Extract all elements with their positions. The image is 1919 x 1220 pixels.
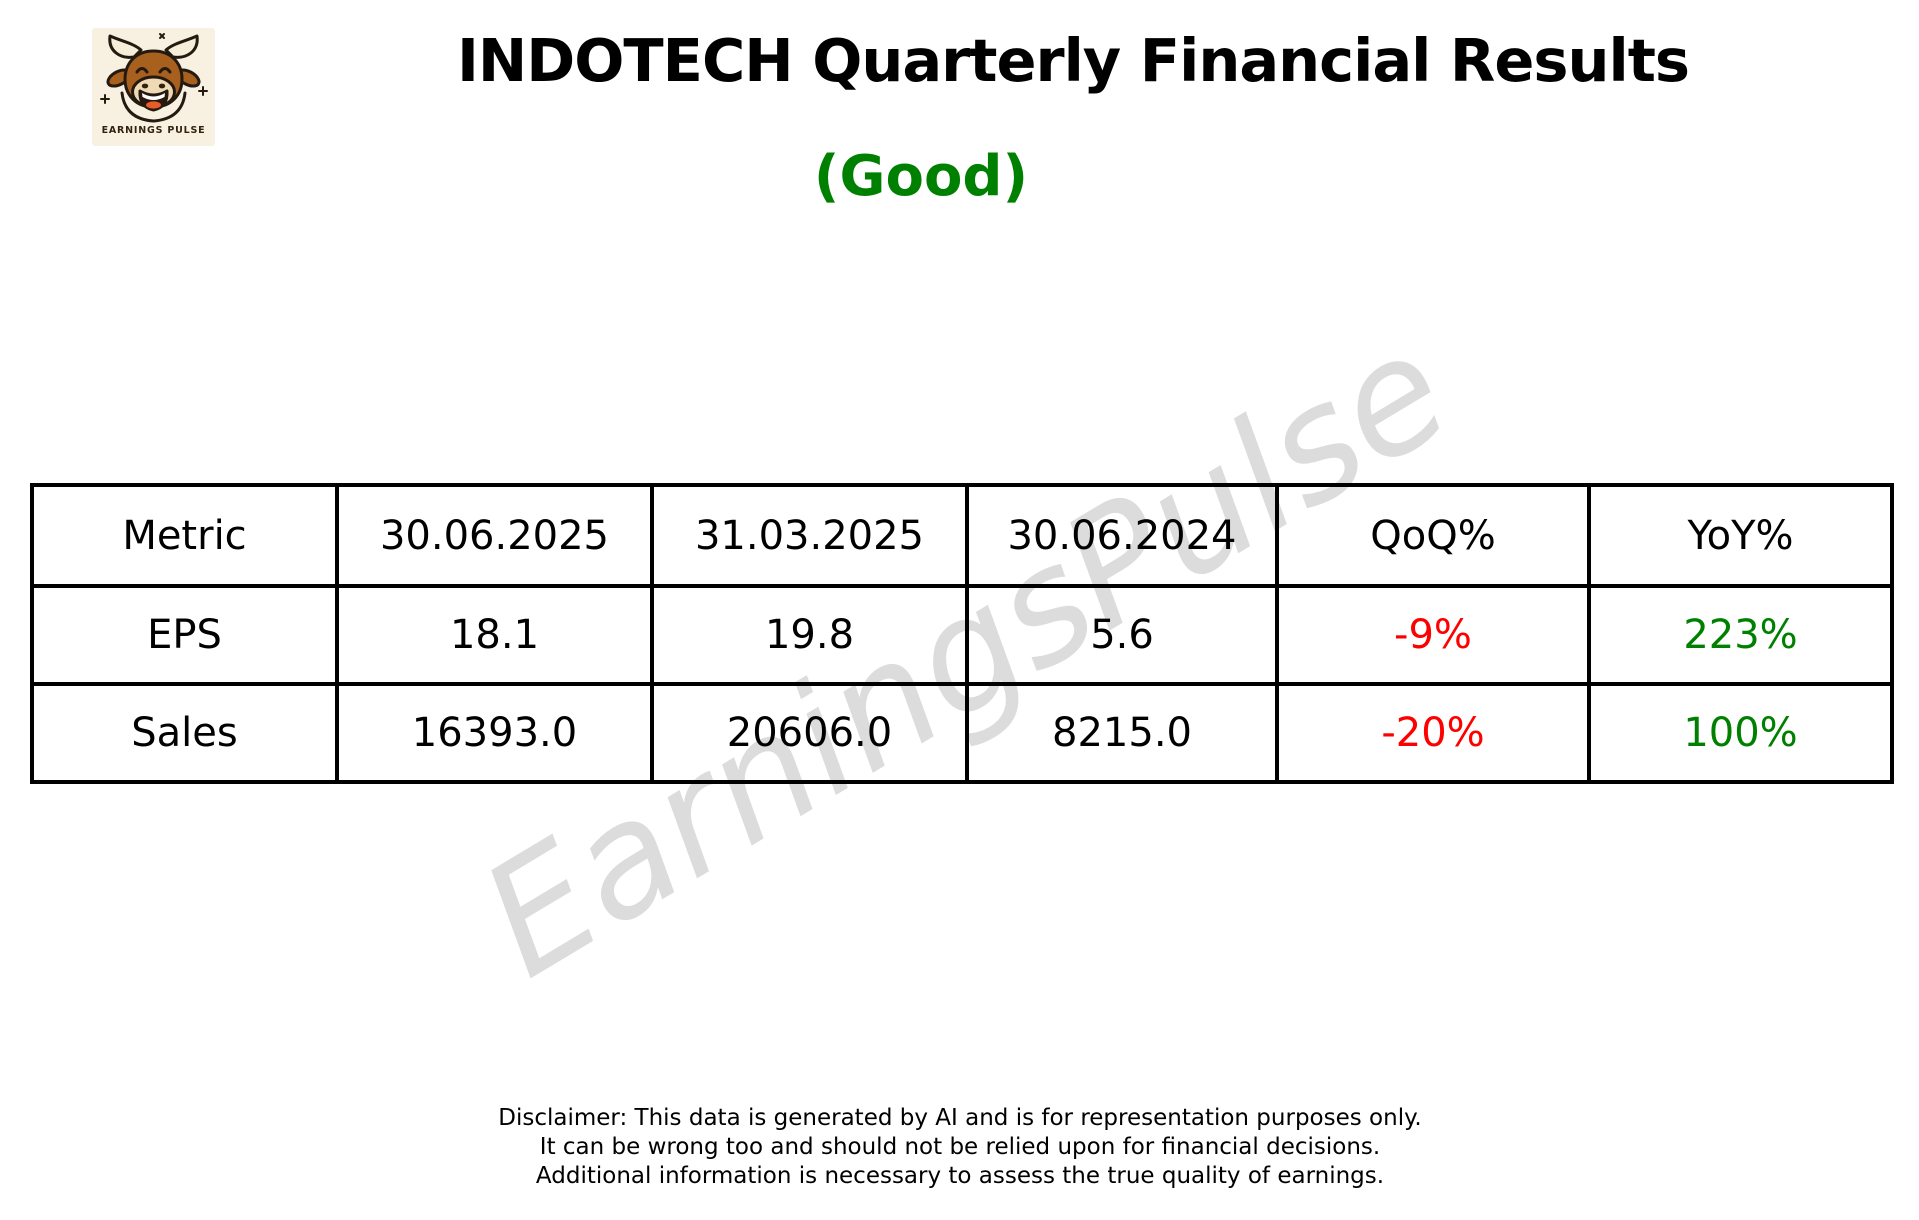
financial-results-table: Metric 30.06.2025 31.03.2025 30.06.2024 … (30, 483, 1894, 784)
sales-yoy: 100% (1587, 682, 1894, 784)
eps-qoq: -9% (1275, 584, 1591, 686)
eps-yoy: 223% (1587, 584, 1894, 686)
sales-qoq: -20% (1275, 682, 1591, 784)
disclaimer-line-1: Disclaimer: This data is generated by AI… (498, 1105, 1422, 1131)
eps-current: 18.1 (335, 584, 654, 686)
col-header-q-previous: 31.03.2025 (650, 483, 969, 588)
sales-current: 16393.0 (335, 682, 654, 784)
sales-yearago: 8215.0 (965, 682, 1279, 784)
bull-icon (100, 33, 208, 123)
col-header-yoy: YoY% (1587, 483, 1894, 588)
sales-previous: 20606.0 (650, 682, 969, 784)
eps-yearago: 5.6 (965, 584, 1279, 686)
col-header-q-yearago: 30.06.2024 (965, 483, 1279, 588)
disclaimer-line-3: Additional information is necessary to a… (535, 1163, 1385, 1189)
logo-caption: EARNINGS PULSE (101, 125, 206, 136)
disclaimer-line-2: It can be wrong too and should not be re… (539, 1134, 1381, 1160)
disclaimer: Disclaimer: This data is generated by AI… (498, 1104, 1421, 1191)
earnings-pulse-logo: EARNINGS PULSE (92, 28, 215, 146)
metric-label: EPS (30, 584, 339, 686)
table-row-eps: EPS 18.1 19.8 5.6 -9% 223% (30, 584, 1894, 686)
col-header-metric: Metric (30, 483, 339, 588)
table-header-row: Metric 30.06.2025 31.03.2025 30.06.2024 … (30, 483, 1894, 588)
verdict-label: (Good) (813, 144, 1029, 209)
col-header-qoq: QoQ% (1275, 483, 1591, 588)
page-title: INDOTECH Quarterly Financial Results (456, 26, 1690, 95)
eps-previous: 19.8 (650, 584, 969, 686)
table-row-sales: Sales 16393.0 20606.0 8215.0 -20% 100% (30, 682, 1894, 784)
metric-label: Sales (30, 682, 339, 784)
col-header-q-current: 30.06.2025 (335, 483, 654, 588)
